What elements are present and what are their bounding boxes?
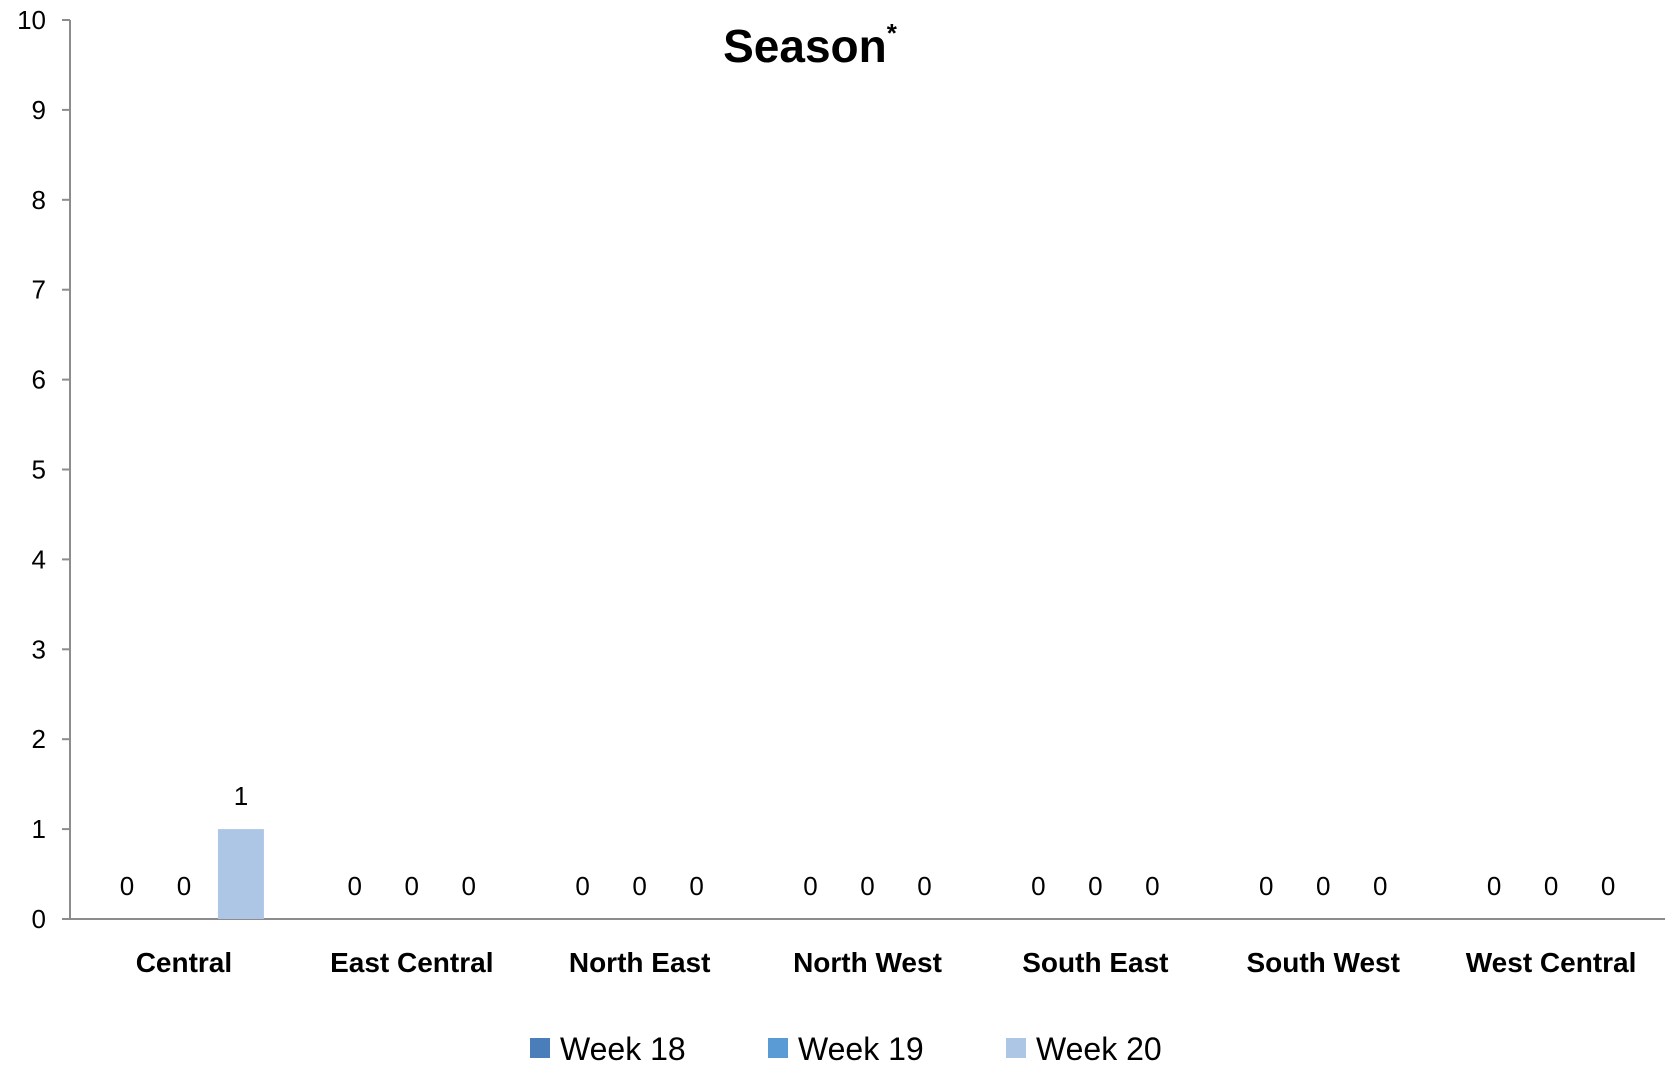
y-tick-label: 3 — [32, 634, 46, 664]
bars — [217, 829, 264, 919]
y-tick-label: 9 — [32, 95, 46, 125]
category-label: West Central — [1466, 947, 1637, 978]
legend-label: Week 19 — [798, 1031, 924, 1065]
y-tick-label: 5 — [32, 455, 46, 485]
legend-swatch — [1006, 1038, 1026, 1058]
category-label: East Central — [330, 947, 493, 978]
y-tick-label: 2 — [32, 724, 46, 754]
data-label: 0 — [575, 871, 589, 901]
y-tick-label: 10 — [17, 5, 46, 35]
data-label: 0 — [120, 871, 134, 901]
legend-swatch — [768, 1038, 788, 1058]
data-label: 0 — [860, 871, 874, 901]
legend: Week 18 Week 19 Week 20 — [530, 1031, 1162, 1065]
data-label: 0 — [1259, 871, 1273, 901]
y-tick-label: 7 — [32, 275, 46, 305]
y-axis-ticks: 0 1 2 3 4 5 6 7 8 9 10 — [17, 5, 70, 934]
data-label: 0 — [1088, 871, 1102, 901]
legend-label: Week 20 — [1036, 1031, 1162, 1065]
category-label: Central — [136, 947, 232, 978]
data-label: 0 — [632, 871, 646, 901]
category-label: South East — [1022, 947, 1168, 978]
legend-label: Week 18 — [560, 1031, 686, 1065]
data-label: 0 — [1145, 871, 1159, 901]
data-label: 0 — [1601, 871, 1615, 901]
category-labels: Central East Central North East North West S… — [136, 947, 1637, 978]
category-label: North West — [793, 947, 942, 978]
y-tick-label: 4 — [32, 544, 46, 574]
data-label: 0 — [1544, 871, 1558, 901]
chart-title: Season* — [723, 18, 898, 72]
data-label: 0 — [1316, 871, 1330, 901]
category-label: South West — [1246, 947, 1399, 978]
y-tick-label: 1 — [32, 814, 46, 844]
y-tick-label: 6 — [32, 365, 46, 395]
data-label: 0 — [462, 871, 476, 901]
category-label: North East — [569, 947, 711, 978]
data-label: 0 — [803, 871, 817, 901]
legend-swatch — [530, 1038, 550, 1058]
data-label: 0 — [917, 871, 931, 901]
data-label: 0 — [1031, 871, 1045, 901]
chart-title-superscript: * — [887, 18, 898, 48]
data-label: 0 — [689, 871, 703, 901]
data-label: 0 — [1373, 871, 1387, 901]
data-label: 0 — [405, 871, 419, 901]
data-label: 0 — [348, 871, 362, 901]
data-label: 1 — [234, 781, 248, 811]
data-labels: 0 0 1 0 0 0 0 0 0 0 0 0 0 0 0 0 0 0 0 0 0 — [120, 781, 1616, 901]
y-tick-label: 8 — [32, 185, 46, 215]
bar — [217, 829, 264, 919]
data-label: 0 — [177, 871, 191, 901]
y-tick-label: 0 — [32, 904, 46, 934]
data-label: 0 — [1487, 871, 1501, 901]
